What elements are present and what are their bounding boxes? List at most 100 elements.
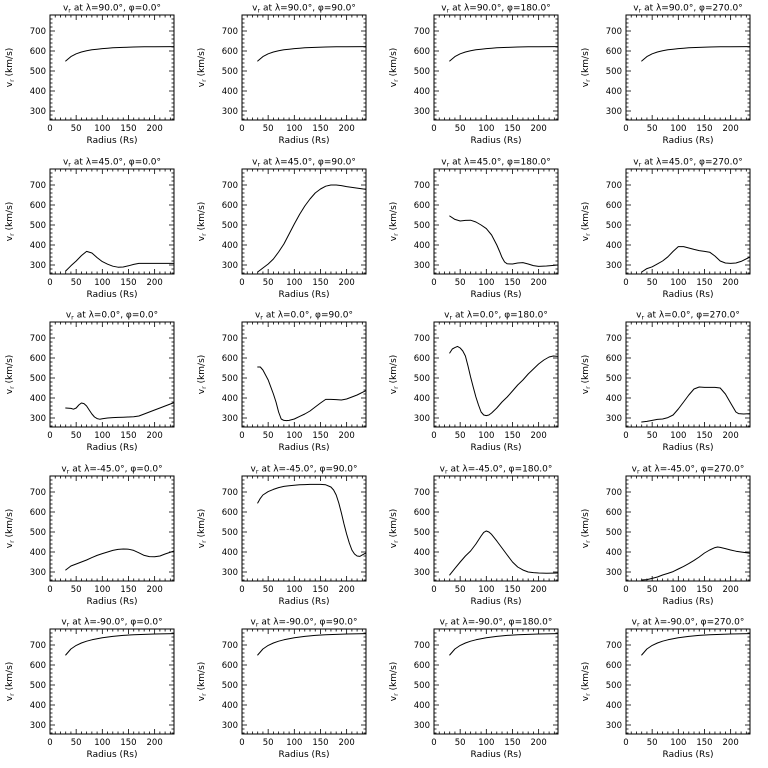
plot-panel-1: vr at λ=90.0°, φ=90.0° 0 50 100 150 200 300 400… xyxy=(192,0,384,154)
x-tick-label: 0 xyxy=(431,431,436,441)
plot-frame xyxy=(625,14,751,121)
y-tick-label: 500 xyxy=(606,528,622,538)
y-tick-label: 500 xyxy=(414,374,430,384)
x-tick-label: 100 xyxy=(94,738,110,748)
y-tick-label: 700 xyxy=(606,27,622,37)
data-curve xyxy=(641,386,751,423)
x-tick-label: 0 xyxy=(47,738,52,748)
data-curve xyxy=(449,46,559,62)
y-tick-label: 600 xyxy=(414,47,430,57)
data-curve xyxy=(257,366,367,422)
y-tick-label: 400 xyxy=(30,548,46,558)
y-axis-label: vr (km/s) xyxy=(5,662,16,702)
data-curve xyxy=(65,548,175,571)
subplot-title: vr at λ=90.0°, φ=0.0° xyxy=(63,3,161,14)
x-axis-label: Radius (Rs) xyxy=(279,290,330,300)
x-tick-label: 200 xyxy=(147,278,163,288)
y-axis-label: vr (km/s) xyxy=(5,355,16,395)
x-tick-label: 150 xyxy=(696,278,712,288)
x-tick-label: 50 xyxy=(647,431,658,441)
plot-panel-18: vr at λ=-90.0°, φ=180.0° 0 50 100 150 200 300 4… xyxy=(384,614,576,768)
y-tick-label: 500 xyxy=(606,67,622,77)
y-axis-label: vr (km/s) xyxy=(389,201,400,241)
plot-frame xyxy=(49,475,175,582)
x-tick-label: 150 xyxy=(504,431,520,441)
plot-panel-10: vr at λ=0.0°, φ=180.0° 0 50 100 150 200 300 400… xyxy=(384,307,576,461)
y-tick-label: 600 xyxy=(414,201,430,211)
y-tick-label: 500 xyxy=(30,221,46,231)
y-tick-label: 500 xyxy=(606,374,622,384)
subplot-svg-11: vr at λ=0.0°, φ=270.0° 0 50 100 150 200 300 400… xyxy=(581,311,751,453)
y-tick-label: 400 xyxy=(414,701,430,711)
y-tick-label: 700 xyxy=(606,488,622,498)
x-tick-label: 100 xyxy=(478,585,494,595)
x-tick-label: 50 xyxy=(455,124,466,134)
y-tick-label: 700 xyxy=(30,27,46,37)
y-tick-label: 700 xyxy=(414,488,430,498)
x-tick-label: 200 xyxy=(339,738,355,748)
subplot-title: vr at λ=45.0°, φ=180.0° xyxy=(441,157,550,168)
y-tick-label: 600 xyxy=(414,354,430,364)
x-axis-label: Radius (Rs) xyxy=(87,136,138,146)
x-tick-label: 200 xyxy=(723,585,739,595)
x-tick-label: 50 xyxy=(71,431,82,441)
x-tick-label: 50 xyxy=(71,278,82,288)
x-tick-label: 0 xyxy=(239,431,244,441)
y-tick-label: 300 xyxy=(222,414,238,424)
x-tick-label: 200 xyxy=(339,278,355,288)
data-curve xyxy=(257,184,367,273)
y-axis-label: vr (km/s) xyxy=(197,509,208,549)
subplot-title: vr at λ=0.0°, φ=180.0° xyxy=(444,311,548,322)
x-tick-label: 200 xyxy=(723,431,739,441)
y-tick-label: 600 xyxy=(30,661,46,671)
subplot-svg-1: vr at λ=90.0°, φ=90.0° 0 50 100 150 200 300 400… xyxy=(197,3,367,146)
y-tick-label: 700 xyxy=(606,641,622,651)
x-tick-label: 150 xyxy=(696,585,712,595)
x-tick-label: 100 xyxy=(286,738,302,748)
subplot-svg-13: vr at λ=-45.0°, φ=90.0° 0 50 100 150 200 300 40… xyxy=(197,464,367,607)
subplot-svg-0: vr at λ=90.0°, φ=0.0° 0 50 100 150 200 300 400 5… xyxy=(5,3,175,146)
plot-frame xyxy=(241,14,367,121)
plot-panel-9: vr at λ=0.0°, φ=90.0° 0 50 100 150 200 300 400 5… xyxy=(192,307,384,461)
x-tick-label: 200 xyxy=(339,124,355,134)
y-tick-label: 700 xyxy=(414,334,430,344)
y-tick-label: 500 xyxy=(30,374,46,384)
x-tick-label: 50 xyxy=(647,124,658,134)
y-tick-label: 400 xyxy=(222,548,238,558)
x-tick-label: 200 xyxy=(147,431,163,441)
x-tick-label: 150 xyxy=(696,124,712,134)
y-tick-label: 500 xyxy=(414,528,430,538)
x-tick-label: 50 xyxy=(263,278,274,288)
y-axis-label: vr (km/s) xyxy=(197,201,208,241)
y-axis-label: vr (km/s) xyxy=(197,662,208,702)
data-curve xyxy=(641,245,751,273)
plot-panel-7: vr at λ=45.0°, φ=270.0° 0 50 100 150 200 300 40… xyxy=(576,154,768,308)
y-tick-label: 300 xyxy=(30,261,46,271)
y-tick-label: 400 xyxy=(606,394,622,404)
y-tick-label: 400 xyxy=(30,394,46,404)
subplot-title: vr at λ=0.0°, φ=0.0° xyxy=(66,311,158,322)
subplot-svg-16: vr at λ=-90.0°, φ=0.0° 0 50 100 150 200 300 400… xyxy=(5,618,175,760)
plot-frame xyxy=(241,321,367,428)
x-tick-label: 150 xyxy=(504,585,520,595)
y-tick-label: 500 xyxy=(414,681,430,691)
x-tick-label: 100 xyxy=(94,124,110,134)
x-tick-label: 200 xyxy=(147,124,163,134)
x-tick-label: 100 xyxy=(94,278,110,288)
x-tick-label: 50 xyxy=(455,431,466,441)
x-axis-label: Radius (Rs) xyxy=(663,597,714,607)
plot-frame xyxy=(241,628,367,735)
y-tick-label: 300 xyxy=(414,261,430,271)
y-tick-label: 700 xyxy=(222,181,238,191)
data-curve xyxy=(65,633,175,656)
x-tick-label: 0 xyxy=(47,124,52,134)
plot-frame xyxy=(625,628,751,735)
x-tick-label: 0 xyxy=(431,585,436,595)
x-tick-label: 0 xyxy=(623,278,628,288)
y-tick-label: 600 xyxy=(222,201,238,211)
subplot-title: vr at λ=45.0°, φ=90.0° xyxy=(252,157,356,168)
y-tick-label: 600 xyxy=(606,508,622,518)
x-tick-label: 150 xyxy=(504,124,520,134)
x-axis-label: Radius (Rs) xyxy=(471,750,522,760)
x-tick-label: 50 xyxy=(71,585,82,595)
